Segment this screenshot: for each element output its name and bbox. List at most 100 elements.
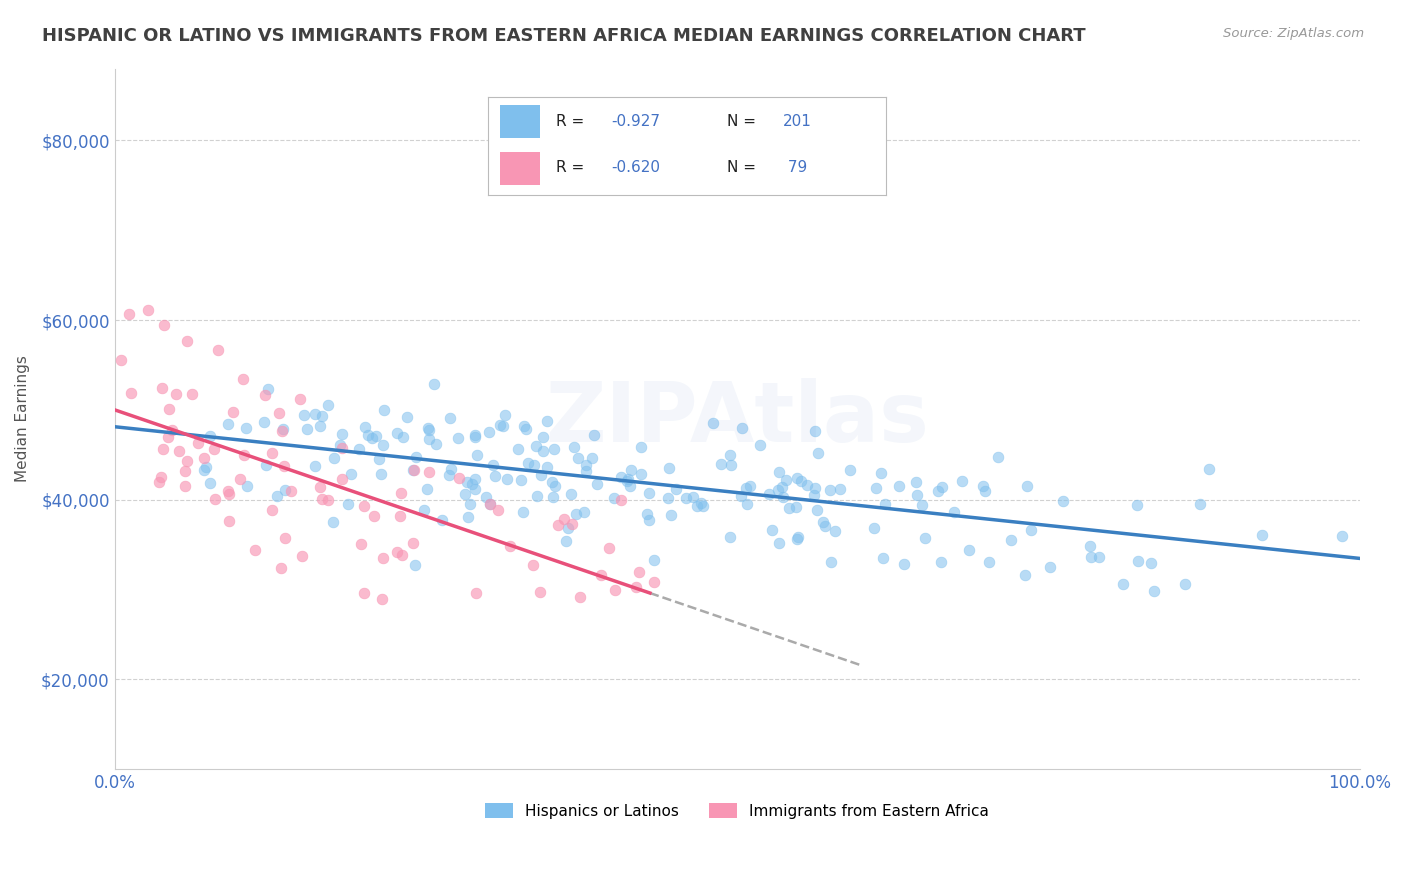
- Point: [863, 521, 886, 535]
- Point: [598, 541, 620, 556]
- Point: [193, 463, 215, 477]
- Point: [659, 508, 682, 523]
- Point: [735, 481, 758, 495]
- Point: [761, 523, 783, 537]
- Point: [484, 469, 506, 483]
- Point: [371, 550, 394, 565]
- Point: [339, 467, 361, 482]
- Point: [153, 318, 176, 332]
- Point: [820, 555, 842, 569]
- Point: [628, 565, 651, 579]
- Point: [280, 484, 302, 499]
- Point: [1143, 584, 1166, 599]
- Point: [254, 458, 277, 472]
- Point: [526, 489, 548, 503]
- Point: [786, 471, 808, 485]
- Point: [458, 497, 481, 511]
- Point: [193, 450, 215, 465]
- Point: [304, 408, 326, 422]
- Point: [768, 536, 790, 550]
- Point: [110, 353, 132, 368]
- Point: [373, 403, 395, 417]
- Point: [522, 558, 544, 573]
- Point: [657, 491, 679, 505]
- Point: [617, 472, 640, 486]
- Point: [758, 487, 780, 501]
- Point: [148, 475, 170, 490]
- Point: [536, 414, 558, 428]
- Point: [1000, 533, 1022, 547]
- Point: [813, 519, 835, 533]
- Point: [839, 463, 862, 477]
- Point: [616, 475, 638, 489]
- Point: [218, 515, 240, 529]
- Point: [565, 507, 588, 521]
- Point: [437, 468, 460, 483]
- Point: [269, 406, 291, 420]
- Point: [439, 462, 461, 476]
- Point: [494, 408, 516, 422]
- Point: [464, 430, 486, 444]
- Point: [337, 497, 360, 511]
- Point: [1173, 577, 1195, 591]
- Point: [465, 448, 488, 462]
- Point: [404, 558, 426, 573]
- Point: [603, 582, 626, 597]
- Point: [150, 470, 173, 484]
- Point: [778, 501, 800, 516]
- Point: [957, 543, 980, 558]
- Point: [786, 530, 808, 544]
- Point: [735, 497, 758, 511]
- Point: [464, 428, 486, 442]
- Point: [385, 545, 408, 559]
- Point: [357, 428, 380, 442]
- Point: [373, 438, 395, 452]
- Point: [768, 465, 790, 479]
- Point: [543, 442, 565, 456]
- Point: [405, 450, 427, 465]
- Point: [523, 458, 546, 472]
- Point: [1052, 494, 1074, 508]
- Point: [1088, 550, 1111, 565]
- Point: [531, 430, 554, 444]
- Point: [603, 491, 626, 505]
- Point: [870, 466, 893, 480]
- Point: [1140, 556, 1163, 570]
- Point: [311, 491, 333, 506]
- Point: [418, 465, 440, 479]
- Point: [950, 474, 973, 488]
- Point: [422, 376, 444, 391]
- Point: [531, 444, 554, 458]
- Point: [235, 421, 257, 435]
- Text: HISPANIC OR LATINO VS IMMIGRANTS FROM EASTERN AFRICA MEDIAN EARNINGS CORRELATION: HISPANIC OR LATINO VS IMMIGRANTS FROM EA…: [42, 27, 1085, 45]
- Point: [350, 537, 373, 551]
- Point: [974, 483, 997, 498]
- Point: [636, 507, 658, 521]
- Point: [872, 550, 894, 565]
- Point: [977, 556, 1000, 570]
- Point: [803, 488, 825, 502]
- Point: [304, 458, 326, 473]
- Point: [1019, 523, 1042, 537]
- Point: [931, 480, 953, 494]
- Point: [354, 419, 377, 434]
- Point: [710, 457, 733, 471]
- Point: [675, 491, 697, 505]
- Point: [202, 442, 225, 457]
- Point: [682, 490, 704, 504]
- Point: [447, 431, 470, 445]
- Point: [363, 509, 385, 524]
- Point: [416, 482, 439, 496]
- Point: [638, 486, 661, 500]
- Point: [914, 531, 936, 545]
- Point: [150, 381, 173, 395]
- Point: [911, 498, 934, 512]
- Point: [207, 343, 229, 357]
- Point: [330, 472, 353, 486]
- Point: [118, 307, 141, 321]
- Point: [818, 483, 841, 497]
- Point: [385, 425, 408, 440]
- Point: [1126, 554, 1149, 568]
- Point: [574, 458, 596, 472]
- Point: [575, 464, 598, 478]
